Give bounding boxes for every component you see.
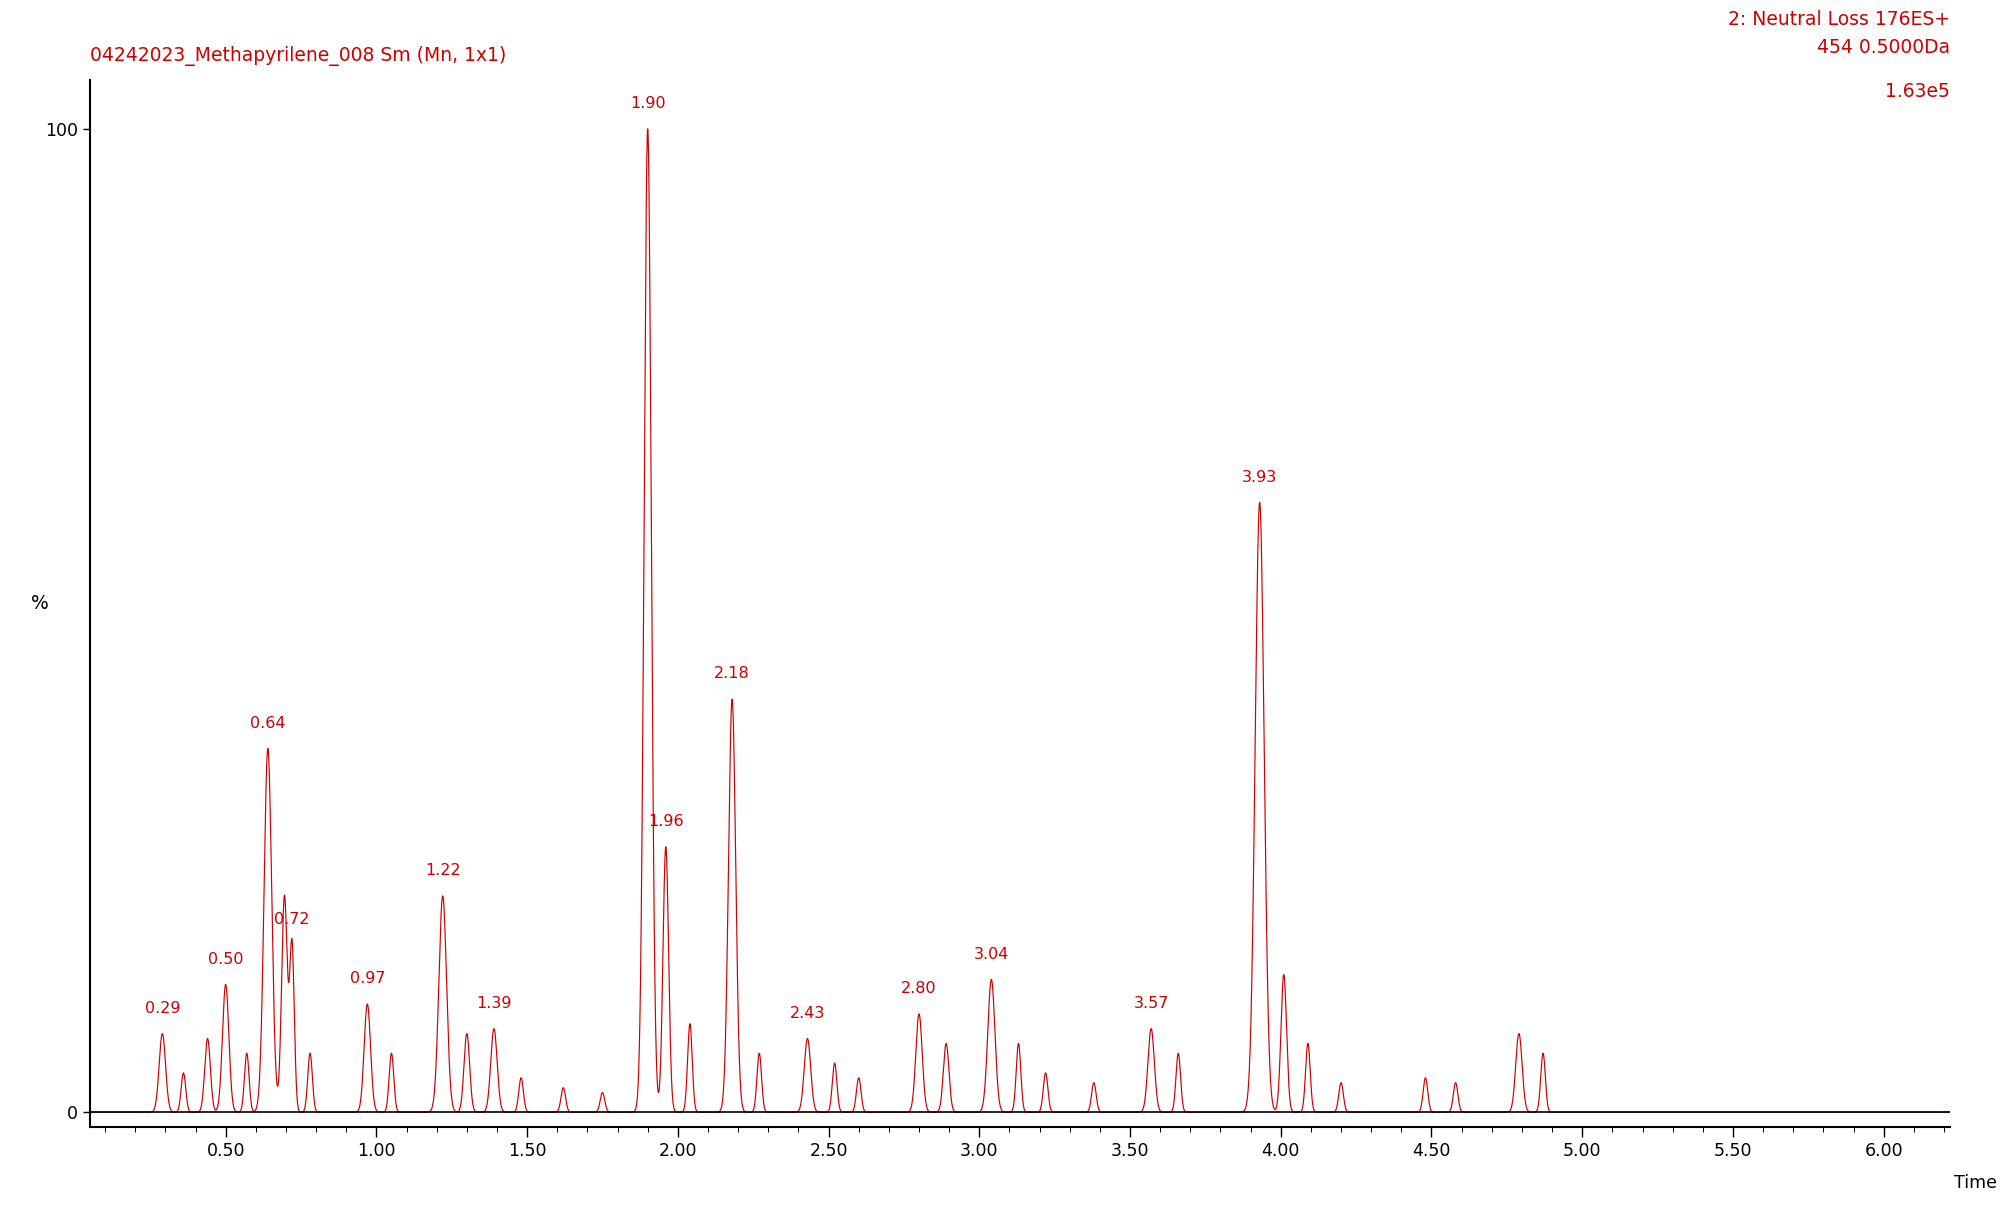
Text: %: % — [32, 594, 50, 612]
Text: 1.22: 1.22 — [424, 864, 460, 878]
Text: 0.97: 0.97 — [350, 971, 386, 986]
Text: Time: Time — [1954, 1174, 1996, 1192]
Text: 1.39: 1.39 — [476, 996, 512, 1011]
Text: 2.80: 2.80 — [902, 981, 936, 996]
Text: 3.57: 3.57 — [1134, 996, 1168, 1011]
Text: 3.04: 3.04 — [974, 947, 1010, 962]
Text: 2: Neutral Loss 176ES+: 2: Neutral Loss 176ES+ — [1728, 10, 1950, 29]
Text: 0.50: 0.50 — [208, 952, 244, 967]
Text: 04242023_Methapyrilene_008 Sm (Mn, 1x1): 04242023_Methapyrilene_008 Sm (Mn, 1x1) — [90, 47, 506, 66]
Text: 1.63e5: 1.63e5 — [1886, 82, 1950, 100]
Text: 3.93: 3.93 — [1242, 470, 1278, 485]
Text: 454 0.5000Da: 454 0.5000Da — [1816, 38, 1950, 56]
Text: 0.72: 0.72 — [274, 913, 310, 927]
Text: 0.64: 0.64 — [250, 715, 286, 730]
Text: 0.29: 0.29 — [144, 1001, 180, 1016]
Text: 1.96: 1.96 — [648, 815, 684, 829]
Text: 2.18: 2.18 — [714, 666, 750, 681]
Text: 2.43: 2.43 — [790, 1006, 826, 1020]
Text: 1.90: 1.90 — [630, 96, 666, 111]
